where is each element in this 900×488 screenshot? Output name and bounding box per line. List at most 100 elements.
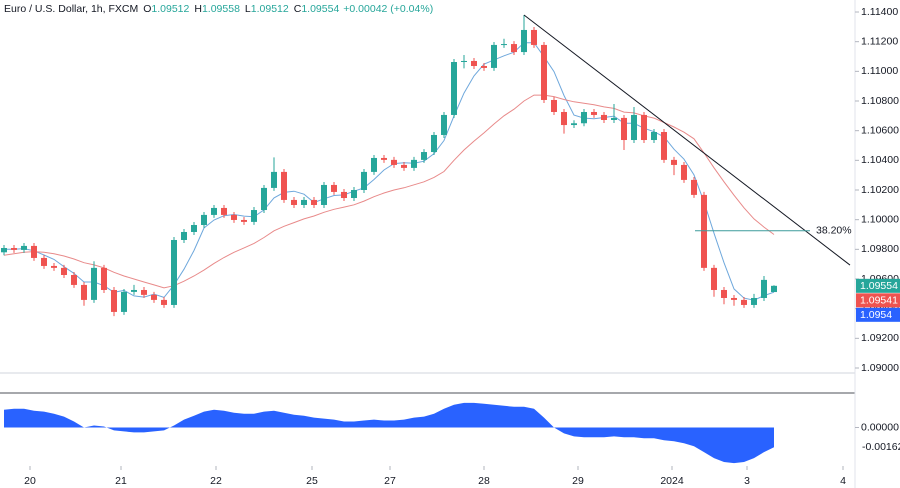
candle-body	[671, 159, 677, 165]
candle-body	[651, 132, 657, 141]
candle-body	[401, 164, 407, 168]
candle-body	[501, 44, 507, 46]
candle-body	[511, 44, 517, 53]
fib-label: 38.20%	[816, 225, 852, 237]
candle-body	[731, 297, 737, 300]
candle-body	[271, 171, 277, 188]
candle-body	[461, 60, 467, 62]
candle-body	[341, 191, 347, 199]
candle-body	[291, 199, 297, 205]
candle-body	[581, 111, 587, 124]
x-tick-label: 27	[384, 475, 396, 487]
x-tick-label: 4	[840, 475, 846, 487]
candle-body	[111, 289, 117, 312]
candle-body	[691, 179, 697, 195]
candle-body	[481, 66, 487, 68]
candle-body	[701, 194, 707, 268]
candle-body	[61, 267, 67, 275]
candle-body	[101, 267, 107, 290]
candle-body	[561, 111, 567, 126]
header-l: 1.09512	[251, 3, 289, 15]
candle-body	[71, 274, 77, 285]
price-label-box	[856, 293, 900, 308]
candle-body	[591, 111, 597, 115]
candle-body	[751, 297, 757, 305]
candle-body	[531, 29, 537, 45]
candle-body	[491, 44, 497, 68]
candle-body	[421, 152, 427, 160]
y-tick-label: 1.11200	[861, 35, 898, 47]
price-label: 1.09554	[860, 280, 898, 292]
candle-body	[51, 265, 57, 268]
header-o: 1.09512	[151, 3, 189, 15]
y-tick-label: 1.10000	[861, 213, 899, 225]
y2-tick-label: 0.00000	[861, 421, 899, 433]
candle-body	[331, 184, 337, 192]
candle-body	[31, 245, 37, 258]
x-tick-label: 28	[478, 475, 490, 487]
candle-body	[251, 210, 257, 222]
candle-body	[381, 157, 387, 160]
candle-body	[181, 231, 187, 240]
header-change: +0.00042 (+0.04%)	[343, 3, 433, 15]
candle-body	[221, 207, 227, 215]
candle-body	[141, 289, 147, 295]
y-tick-label: 1.10200	[861, 184, 899, 196]
candle-body	[81, 284, 87, 300]
candle-body	[151, 294, 157, 300]
indicator-last-label: -0.00162	[862, 441, 900, 453]
candle-body	[611, 117, 617, 120]
price-label: 1.0954	[860, 309, 892, 321]
x-tick-label: 20	[24, 475, 36, 487]
price-label: 1.09541	[860, 295, 898, 307]
candle-body	[321, 184, 327, 205]
header-c-label: C	[294, 3, 302, 15]
candle-body	[411, 159, 417, 168]
x-tick-label: 22	[210, 475, 222, 487]
candle-body	[201, 214, 207, 226]
x-tick-label: 3	[744, 475, 750, 487]
candle-body	[281, 171, 287, 200]
candle-body	[641, 114, 647, 141]
y-tick-label: 1.11400	[861, 6, 898, 18]
x-tick-label: 25	[306, 475, 318, 487]
price-label-box	[856, 278, 900, 293]
candle-body	[241, 219, 247, 222]
candle-body	[771, 285, 777, 293]
candle-body	[231, 214, 237, 220]
price-label-box	[856, 307, 900, 322]
candle-body	[431, 134, 437, 153]
candle-body	[601, 114, 607, 120]
x-tick-label: 29	[572, 475, 584, 487]
candle-body	[571, 123, 577, 126]
candle-body	[311, 199, 317, 205]
candle-body	[191, 225, 197, 232]
candle-body	[741, 299, 747, 305]
indicator-area	[4, 402, 774, 464]
y-tick-label: 1.11000	[861, 65, 898, 77]
y-tick-label: 1.09800	[861, 243, 899, 255]
candle-body	[471, 60, 477, 67]
candle-body	[541, 44, 547, 100]
candle-body	[621, 117, 627, 141]
header-o-label: O	[143, 3, 151, 15]
candle-body	[521, 29, 527, 53]
candle-body	[361, 171, 367, 191]
candle-body	[301, 199, 307, 205]
candle-body	[131, 289, 137, 292]
candle-body	[711, 267, 717, 290]
y-tick-label: 1.09000	[861, 362, 899, 374]
candle-body	[441, 114, 447, 135]
candle-body	[91, 267, 97, 300]
candle-body	[551, 99, 557, 112]
candle-body	[721, 289, 727, 298]
candle-body	[371, 157, 377, 172]
candle-body	[211, 207, 217, 215]
candle-body	[451, 62, 457, 115]
candle-body	[661, 132, 667, 160]
candle-body	[351, 190, 357, 199]
x-tick-label: 21	[115, 475, 127, 487]
candle-body	[631, 114, 637, 141]
x-tick-label: 2024	[660, 475, 684, 487]
